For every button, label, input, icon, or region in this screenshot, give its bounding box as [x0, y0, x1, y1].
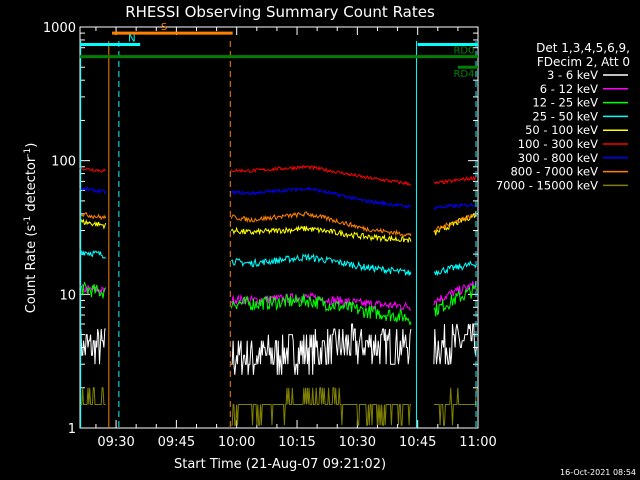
x-axis-label: Start Time (21-Aug-07 09:21:02): [174, 457, 386, 472]
x-tick-label: 09:45: [158, 435, 195, 450]
generation-timestamp: 16-Oct-2021 08:54: [560, 468, 636, 477]
series-line-7: [79, 210, 477, 237]
flag-label: N: [128, 33, 135, 44]
y-axis-label-sup1: -1: [23, 216, 33, 225]
y-axis-label-main: Count Rate (s: [24, 225, 39, 314]
x-tick-label: 10:00: [218, 435, 255, 450]
legend: Det 1,3,4,5,6,9, FDecim 2, Att 0 3 - 6 k…: [496, 41, 630, 192]
series-line-6: [79, 186, 477, 210]
flag-label: RD0: [453, 46, 474, 57]
series-line-3: [79, 249, 477, 277]
y-tick-label: 1: [68, 422, 76, 437]
flag-label: RD4: [453, 69, 474, 80]
y-tick-label: 100: [51, 155, 76, 170]
legend-label: 50 - 100 keV: [525, 123, 598, 137]
series-line-8: [80, 387, 477, 426]
legend-label: 25 - 50 keV: [532, 109, 598, 123]
y-tick-label: 1000: [43, 21, 76, 36]
legend-label: 3 - 6 keV: [547, 68, 598, 82]
legend-label: 800 - 7000 keV: [510, 165, 598, 179]
x-tick-label: 10:30: [339, 435, 376, 450]
y-tick-label: 10: [59, 288, 76, 303]
chart-title: RHESSI Observing Summary Count Rates: [125, 3, 435, 21]
plot-frame: [79, 26, 479, 429]
y-axis-label: Count Rate (s-1 detector-1): [23, 143, 39, 314]
x-tick-label: 10:15: [278, 435, 315, 450]
flag-label: S: [161, 22, 167, 33]
legend-header-line2: FDecim 2, Att 0: [537, 55, 630, 69]
y-axis-label-end: ): [24, 143, 39, 148]
series-line-2: [79, 281, 477, 327]
x-tick-label: 11:00: [459, 435, 496, 450]
series-line-5: [79, 165, 477, 187]
legend-label: 6 - 12 keV: [540, 82, 598, 96]
series-line-0: [79, 323, 477, 375]
y-axis-label-mid: detector: [24, 156, 39, 216]
legend-label: 300 - 800 keV: [518, 151, 598, 165]
legend-label: 7000 - 15000 keV: [496, 178, 598, 192]
legend-label: 12 - 25 keV: [532, 96, 598, 110]
legend-label: 100 - 300 keV: [518, 137, 598, 151]
y-axis-label-sup2: -1: [23, 148, 33, 157]
x-tick-label: 10:45: [399, 435, 436, 450]
legend-header-line1: Det 1,3,4,5,6,9,: [536, 41, 630, 55]
x-tick-label: 09:30: [97, 435, 134, 450]
